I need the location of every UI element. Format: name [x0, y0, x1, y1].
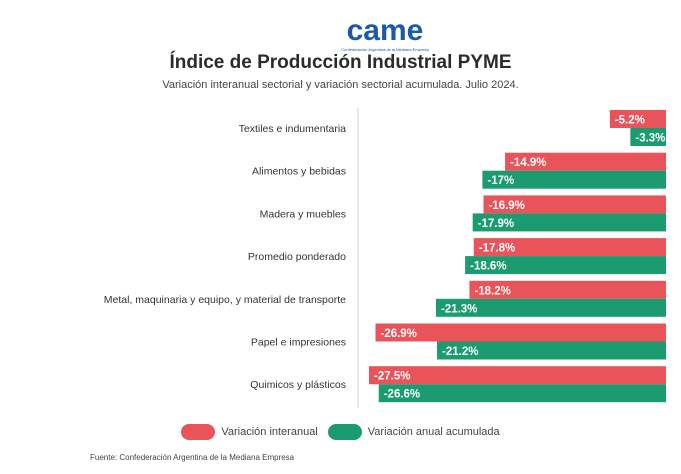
bar-value-label: -18.2%: [474, 285, 510, 297]
bar-value-label: -14.9%: [510, 157, 546, 169]
bar-value-label: -21.3%: [441, 303, 477, 315]
bar: [472, 213, 666, 232]
category-label: Madera y muebles: [260, 208, 346, 220]
bar-value-label: -17.8%: [479, 243, 515, 255]
bar: [378, 384, 666, 403]
bar-value-label: -18.6%: [470, 261, 506, 273]
logo-wordmark: came: [347, 14, 424, 47]
bar-value-label: -3.3%: [635, 133, 665, 145]
bar: [375, 323, 666, 342]
bar: [630, 128, 666, 146]
bar: [609, 110, 666, 128]
category-label: Quimicos y plásticos: [250, 379, 346, 391]
bar-value-label: -17.9%: [478, 218, 514, 230]
bar-value-label: -16.9%: [488, 200, 524, 212]
legend-label-acumulada: Variación anual acumulada: [367, 426, 500, 438]
bar-value-label: -5.2%: [615, 115, 645, 127]
bar: [483, 195, 666, 214]
category-label: Promedio ponderado: [248, 251, 346, 263]
legend-item-interanual: Variación interanual: [181, 424, 318, 440]
bar: [465, 256, 666, 275]
bar: [482, 170, 666, 189]
bar: [437, 341, 666, 360]
bar-value-label: -17%: [487, 175, 514, 187]
chart-title: Índice de Producción Industrial PYME: [169, 52, 512, 73]
legend-item-acumulada: Variación anual acumulada: [327, 424, 500, 440]
category-label: Metal, maquinaria y equipo, y material d…: [104, 294, 346, 306]
came-logo: came Confederación Argentina de la Media…: [341, 14, 429, 52]
bar: [469, 280, 666, 299]
legend-swatch-acumulada: [327, 424, 362, 440]
legend-label-interanual: Variación interanual: [221, 426, 318, 438]
bar: [435, 298, 666, 317]
source-note: Fuente: Confederación Argentina de la Me…: [90, 453, 295, 462]
bar-value-label: -27.5%: [374, 371, 410, 383]
legend: Variación interanual Variación anual acu…: [0, 424, 681, 440]
bar-value-label: -21.2%: [442, 346, 478, 358]
bar: [505, 152, 666, 171]
bar-value-label: -26.9%: [380, 328, 416, 340]
logo-tagline: Confederación Argentina de la Mediana Em…: [341, 47, 429, 52]
bar-value-label: -26.6%: [384, 389, 420, 401]
chart-subtitle: Variación interanual sectorial y variaci…: [162, 79, 519, 91]
category-label: Textiles e indumentaria: [239, 123, 347, 135]
category-label: Alimentos y bebidas: [252, 166, 346, 178]
bar: [473, 238, 666, 257]
legend-swatch-interanual: [181, 424, 216, 440]
bar: [369, 366, 666, 385]
category-label: Papel e impresiones: [251, 337, 346, 349]
